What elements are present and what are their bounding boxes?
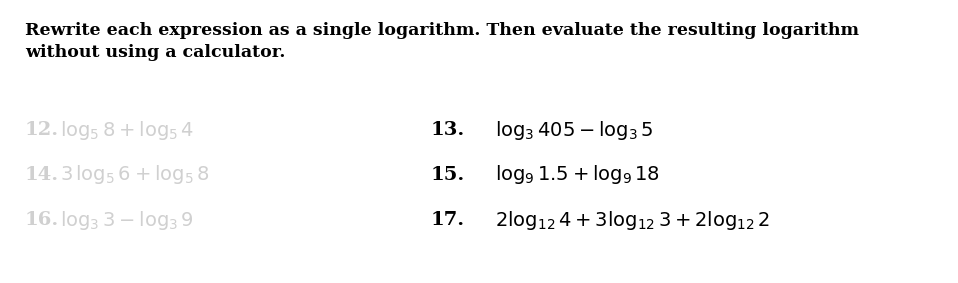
Text: Rewrite each expression as a single logarithm. Then evaluate the resulting logar: Rewrite each expression as a single loga… bbox=[25, 22, 859, 39]
Text: $\mathrm{log}_{9}\,1.5 + \mathrm{log}_{9}\,18$: $\mathrm{log}_{9}\,1.5 + \mathrm{log}_{9… bbox=[495, 164, 660, 186]
Text: $\mathrm{log}_{5}\,8 + \mathrm{log}_{5}\,4$: $\mathrm{log}_{5}\,8 + \mathrm{log}_{5}\… bbox=[60, 119, 194, 142]
Text: 14.: 14. bbox=[25, 166, 59, 184]
Text: $3\,\mathrm{log}_{5}\,6 + \mathrm{log}_{5}\,8$: $3\,\mathrm{log}_{5}\,6 + \mathrm{log}_{… bbox=[60, 164, 210, 186]
Text: 16.: 16. bbox=[25, 211, 59, 229]
Text: 15.: 15. bbox=[431, 166, 465, 184]
Text: without using a calculator.: without using a calculator. bbox=[25, 44, 285, 61]
Text: 17.: 17. bbox=[431, 211, 465, 229]
Text: 13.: 13. bbox=[431, 121, 465, 139]
Text: $\mathrm{log}_{3}\,3 - \mathrm{log}_{3}\,9$: $\mathrm{log}_{3}\,3 - \mathrm{log}_{3}\… bbox=[60, 209, 194, 231]
Text: 12.: 12. bbox=[25, 121, 59, 139]
Text: $2\mathrm{log}_{12}\,4 + 3\mathrm{log}_{12}\,3 + 2\mathrm{log}_{12}\,2$: $2\mathrm{log}_{12}\,4 + 3\mathrm{log}_{… bbox=[495, 209, 770, 231]
Text: $\mathrm{log}_{3}\,405 - \mathrm{log}_{3}\,5$: $\mathrm{log}_{3}\,405 - \mathrm{log}_{3… bbox=[495, 119, 653, 142]
